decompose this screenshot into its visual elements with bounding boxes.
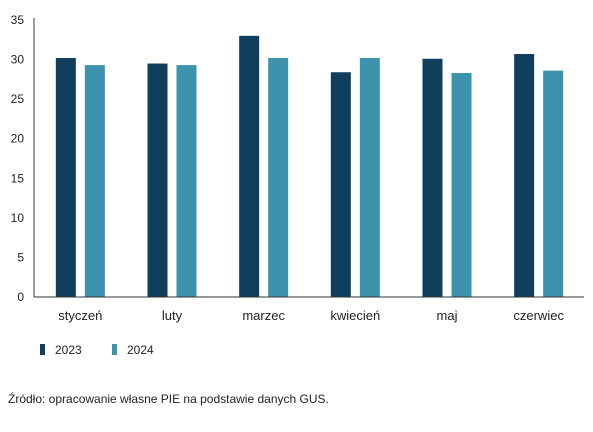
bar-2024-2 (268, 57, 289, 297)
bar-2024-1 (176, 65, 197, 298)
legend-label: 2023 (55, 343, 82, 357)
x-category-label: maj (437, 308, 458, 323)
bar-2023-0 (55, 57, 76, 297)
x-category-label: czerwiec (513, 308, 564, 323)
y-axis: 0 5 10 15 20 25 30 35 (11, 13, 35, 304)
bar-2024-5 (543, 70, 564, 297)
x-axis: styczeń luty marzec kwiecień maj czerwiec (34, 296, 584, 323)
bars (55, 35, 564, 298)
bar-2024-4 (451, 73, 472, 297)
y-tick-label: 30 (11, 53, 25, 67)
bar-2023-4 (422, 58, 443, 297)
y-tick-label: 5 (17, 250, 24, 264)
legend-label: 2024 (127, 343, 154, 357)
x-category-label: styczeń (58, 308, 102, 323)
bar-2023-3 (330, 72, 351, 297)
y-tick-label: 0 (17, 290, 24, 304)
source-note: Źródło: opracowanie własne PIE na podsta… (8, 392, 329, 406)
x-category-label: marzec (242, 308, 285, 323)
bar-2023-5 (514, 54, 535, 297)
x-category-label: luty (162, 308, 183, 323)
bar-2024-0 (84, 65, 105, 298)
bar-2024-3 (359, 57, 380, 297)
bar-2023-2 (239, 35, 260, 297)
y-tick-label: 35 (11, 13, 25, 27)
x-category-label: kwiecień (330, 308, 380, 323)
y-tick-label: 20 (11, 132, 25, 146)
y-tick-label: 10 (11, 211, 25, 225)
legend-swatch-2024 (112, 344, 117, 355)
legend: 2023 2024 (40, 343, 154, 357)
legend-swatch-2023 (40, 344, 45, 355)
bar-2023-1 (147, 63, 168, 298)
y-tick-label: 25 (11, 92, 25, 106)
y-tick-label: 15 (11, 171, 25, 185)
